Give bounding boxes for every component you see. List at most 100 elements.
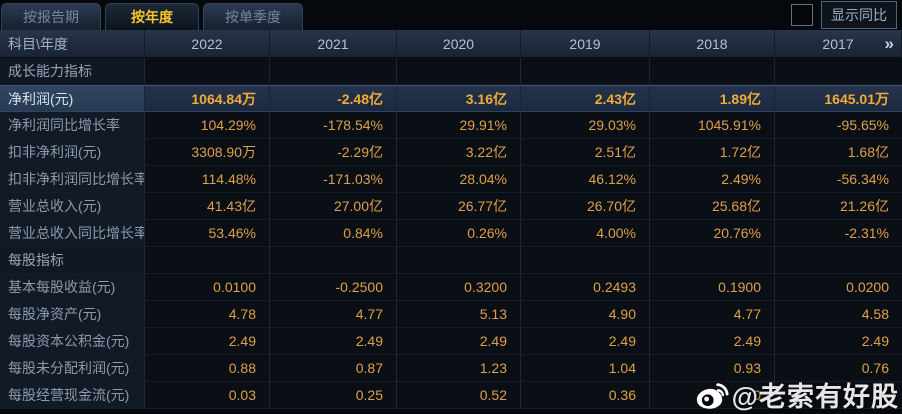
value-cell <box>650 247 775 274</box>
indicator-row[interactable]: 每股未分配利润(元) 0.88 0.87 1.23 1.04 0.93 0.76 <box>0 355 902 382</box>
value-cell: 21.26亿 <box>775 193 902 220</box>
value-cell: 0.88 <box>145 355 270 382</box>
value-cell: 26.70亿 <box>521 193 650 220</box>
value-cell: 3.16亿 <box>397 85 521 112</box>
value-cell <box>145 247 270 274</box>
value-cell: 0.3200 <box>397 274 521 301</box>
value-cell: 104.29% <box>145 112 270 139</box>
value-cell: 1.23 <box>397 355 521 382</box>
value-cell: -171.03% <box>270 166 397 193</box>
indicator-row[interactable]: 净利润(元) 1064.84万 -2.48亿 3.16亿 2.43亿 1.89亿 1645.… <box>0 85 902 112</box>
value-cell: 4.00% <box>521 220 650 247</box>
row-label: 营业总收入(元) <box>0 193 145 220</box>
section-row[interactable]: 成长能力指标 <box>0 58 902 85</box>
value-cell <box>775 58 902 85</box>
show-yoy-button[interactable]: 显示同比 <box>821 1 897 29</box>
value-cell <box>145 58 270 85</box>
value-cell: 27.00亿 <box>270 193 397 220</box>
value-cell: -95.65% <box>775 112 902 139</box>
value-cell: 28.04% <box>397 166 521 193</box>
value-cell: 4.77 <box>650 301 775 328</box>
value-cell: 4.78 <box>145 301 270 328</box>
row-label: 净利润同比增长率 <box>0 112 145 139</box>
year-header: 2022 <box>145 30 270 58</box>
value-cell: 0.0200 <box>775 274 902 301</box>
value-cell: 41.43亿 <box>145 193 270 220</box>
row-label: 每股经营现金流(元) <box>0 382 145 409</box>
value-cell: 46.12% <box>521 166 650 193</box>
financial-indicators-table: 科目\年度 2022 2021 2020 2019 2018 2017 » 成长… <box>0 30 902 409</box>
row-label: 成长能力指标 <box>0 58 145 85</box>
value-cell <box>397 247 521 274</box>
value-cell <box>397 58 521 85</box>
value-cell: 0.26% <box>397 220 521 247</box>
value-cell: 114.48% <box>145 166 270 193</box>
value-cell: 2.51亿 <box>521 139 650 166</box>
value-cell <box>775 382 902 409</box>
value-cell: 0.76 <box>775 355 902 382</box>
show-yoy-checkbox[interactable] <box>791 4 813 26</box>
indicator-row[interactable]: 每股净资产(元) 4.78 4.77 5.13 4.90 4.77 4.58 <box>0 301 902 328</box>
indicator-row[interactable]: 扣非净利润(元) 3308.90万 -2.29亿 3.22亿 2.51亿 1.72亿 1.6… <box>0 139 902 166</box>
value-cell: -56.34% <box>775 166 902 193</box>
value-cell: 1.04 <box>521 355 650 382</box>
indicator-row[interactable]: 每股经营现金流(元) 0.03 0.25 0.52 0.36 0 <box>0 382 902 409</box>
row-label: 净利润(元) <box>0 85 145 112</box>
value-cell: 2.49 <box>145 328 270 355</box>
row-label: 营业总收入同比增长率 <box>0 220 145 247</box>
value-cell <box>775 247 902 274</box>
year-header: 2017 » <box>775 30 902 58</box>
value-cell: 0.36 <box>521 382 650 409</box>
value-cell <box>521 247 650 274</box>
year-header: 2021 <box>270 30 397 58</box>
value-cell: 20.76% <box>650 220 775 247</box>
section-row[interactable]: 每股指标 <box>0 247 902 274</box>
value-cell: -2.48亿 <box>270 85 397 112</box>
value-cell <box>270 58 397 85</box>
value-cell: 0.93 <box>650 355 775 382</box>
indicator-row[interactable]: 净利润同比增长率 104.29% -178.54% 29.91% 29.03% 1045.… <box>0 112 902 139</box>
row-label: 基本每股收益(元) <box>0 274 145 301</box>
value-cell: 1064.84万 <box>145 85 270 112</box>
value-cell: 4.77 <box>270 301 397 328</box>
year-header-label: 2017 <box>822 35 854 52</box>
row-label: 每股净资产(元) <box>0 301 145 328</box>
tab-by-single-quarter[interactable]: 按单季度 <box>203 3 303 30</box>
value-cell: 29.03% <box>521 112 650 139</box>
table-header-row: 科目\年度 2022 2021 2020 2019 2018 2017 » <box>0 30 902 58</box>
indicator-row[interactable]: 营业总收入(元) 41.43亿 27.00亿 26.77亿 26.70亿 25.68亿 21… <box>0 193 902 220</box>
value-cell: 1045.91% <box>650 112 775 139</box>
value-cell: 5.13 <box>397 301 521 328</box>
tab-by-year[interactable]: 按年度 <box>105 3 199 30</box>
period-tabbar: 按报告期 按年度 按单季度 显示同比 <box>0 0 902 30</box>
year-header: 2018 <box>650 30 775 58</box>
value-cell: 0 <box>650 382 775 409</box>
value-cell: 2.49 <box>270 328 397 355</box>
value-cell: 0.87 <box>270 355 397 382</box>
value-cell: -2.29亿 <box>270 139 397 166</box>
value-cell: 1.89亿 <box>650 85 775 112</box>
value-cell: 3308.90万 <box>145 139 270 166</box>
value-cell: 4.58 <box>775 301 902 328</box>
value-cell: 26.77亿 <box>397 193 521 220</box>
indicator-row[interactable]: 基本每股收益(元) 0.0100 -0.2500 0.3200 0.2493 0.1900… <box>0 274 902 301</box>
row-label: 每股指标 <box>0 247 145 274</box>
year-header: 2020 <box>397 30 521 58</box>
yoy-controls: 显示同比 <box>791 1 897 29</box>
more-years-icon[interactable]: » <box>884 33 894 53</box>
indicator-row[interactable]: 每股资本公积金(元) 2.49 2.49 2.49 2.49 2.49 2.49 <box>0 328 902 355</box>
value-cell: 3.22亿 <box>397 139 521 166</box>
indicator-row[interactable]: 扣非净利润同比增长率 114.48% -171.03% 28.04% 46.12% 2.4… <box>0 166 902 193</box>
value-cell: 0.84% <box>270 220 397 247</box>
value-cell <box>521 58 650 85</box>
value-cell: 53.46% <box>145 220 270 247</box>
row-label: 扣非净利润同比增长率 <box>0 166 145 193</box>
value-cell: 1645.01万 <box>775 85 902 112</box>
row-label: 每股未分配利润(元) <box>0 355 145 382</box>
indicator-row[interactable]: 营业总收入同比增长率 53.46% 0.84% 0.26% 4.00% 20.76% -2.… <box>0 220 902 247</box>
row-label: 扣非净利润(元) <box>0 139 145 166</box>
table-body: 成长能力指标 净利润(元) 1064.84万 -2.48亿 3.16亿 2.43亿 1.89… <box>0 58 902 409</box>
year-header: 2019 <box>521 30 650 58</box>
value-cell: 2.49 <box>650 328 775 355</box>
tab-by-report-period[interactable]: 按报告期 <box>1 3 101 30</box>
